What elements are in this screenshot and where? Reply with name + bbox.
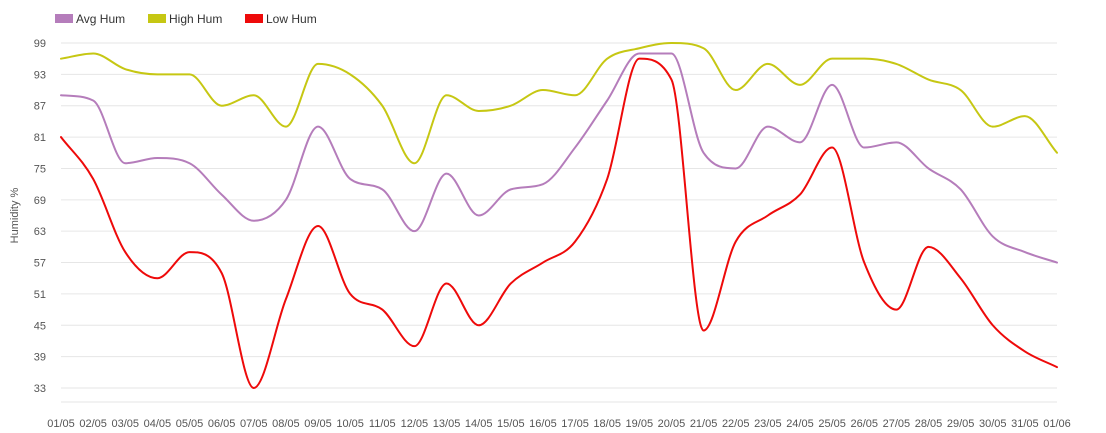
x-tick-label: 24/05 [786,418,814,430]
series-high-hum [60,42,1058,165]
x-tick-label: 13/05 [433,418,461,430]
x-tick-label: 11/05 [369,418,396,430]
x-tick-label: 26/05 [850,418,878,430]
x-tick-label: 31/05 [1011,418,1039,430]
y-tick-label: 99 [34,38,46,50]
x-tick-label: 27/05 [883,418,911,430]
legend-swatch [245,14,263,23]
legend: Avg Hum High Hum Low Hum [55,12,317,26]
y-tick-label: 51 [34,289,46,301]
x-tick-label: 02/05 [79,418,107,430]
x-tick-label: 05/05 [176,418,204,430]
x-tick-label: 07/05 [240,418,268,430]
x-tick-label: 25/05 [818,418,846,430]
y-tick-label: 81 [34,132,46,144]
x-tick-label: 30/05 [979,418,1007,430]
x-tick-label: 19/05 [626,418,654,430]
legend-item-low-hum[interactable]: Low Hum [245,12,317,26]
x-tick-label: 04/05 [144,418,172,430]
y-tick-label: 33 [34,383,46,395]
x-tick-label: 14/05 [465,418,493,430]
y-tick-label: 69 [34,195,46,207]
y-tick-label: 93 [34,69,46,81]
legend-item-avg-hum[interactable]: Avg Hum [55,12,125,26]
series-line-high-hum [60,42,1058,165]
y-axis-title: Humidity % [9,187,21,243]
x-tick-label: 01/05 [47,418,75,430]
x-tick-label: 16/05 [529,418,557,430]
x-tick-label: 22/05 [722,418,750,430]
y-tick-label: 39 [34,352,46,364]
y-tick-label: 75 [34,163,46,175]
series-lines [60,42,1058,389]
y-tick-label: 45 [34,320,46,332]
x-tick-label: 10/05 [336,418,364,430]
x-tick-label: 21/05 [690,418,718,430]
y-tick-label: 87 [34,101,46,113]
series-line-avg-hum [60,52,1058,264]
x-tick-label: 17/05 [561,418,589,430]
legend-label: High Hum [169,12,222,26]
x-tick-label: 01/06 [1043,418,1071,430]
y-tick-label: 57 [34,258,46,270]
x-tick-label: 29/05 [947,418,975,430]
series-avg-hum [60,52,1058,264]
x-tick-label: 09/05 [304,418,332,430]
x-tick-label: 06/05 [208,418,236,430]
legend-label: Low Hum [266,12,317,26]
legend-label: Avg Hum [76,12,125,26]
x-tick-label: 20/05 [658,418,686,430]
x-tick-label: 12/05 [401,418,429,430]
x-axis-ticks: 01/05 02/05 03/05 04/05 05/05 06/05 07/05 08/05… [47,418,1071,430]
y-axis-ticks: 99 93 87 81 75 69 63 57 51 45 39 33 [34,38,46,395]
y-tick-label: 63 [34,226,46,238]
legend-swatch [148,14,166,23]
x-tick-label: 15/05 [497,418,525,430]
x-tick-label: 23/05 [754,418,782,430]
x-tick-label: 03/05 [111,418,139,430]
legend-swatch [55,14,73,23]
x-tick-label: 28/05 [915,418,943,430]
x-tick-label: 18/05 [593,418,621,430]
series-low-hum [60,57,1058,389]
series-line-low-hum [60,57,1058,389]
x-tick-label: 08/05 [272,418,300,430]
legend-item-high-hum[interactable]: High Hum [148,12,222,26]
